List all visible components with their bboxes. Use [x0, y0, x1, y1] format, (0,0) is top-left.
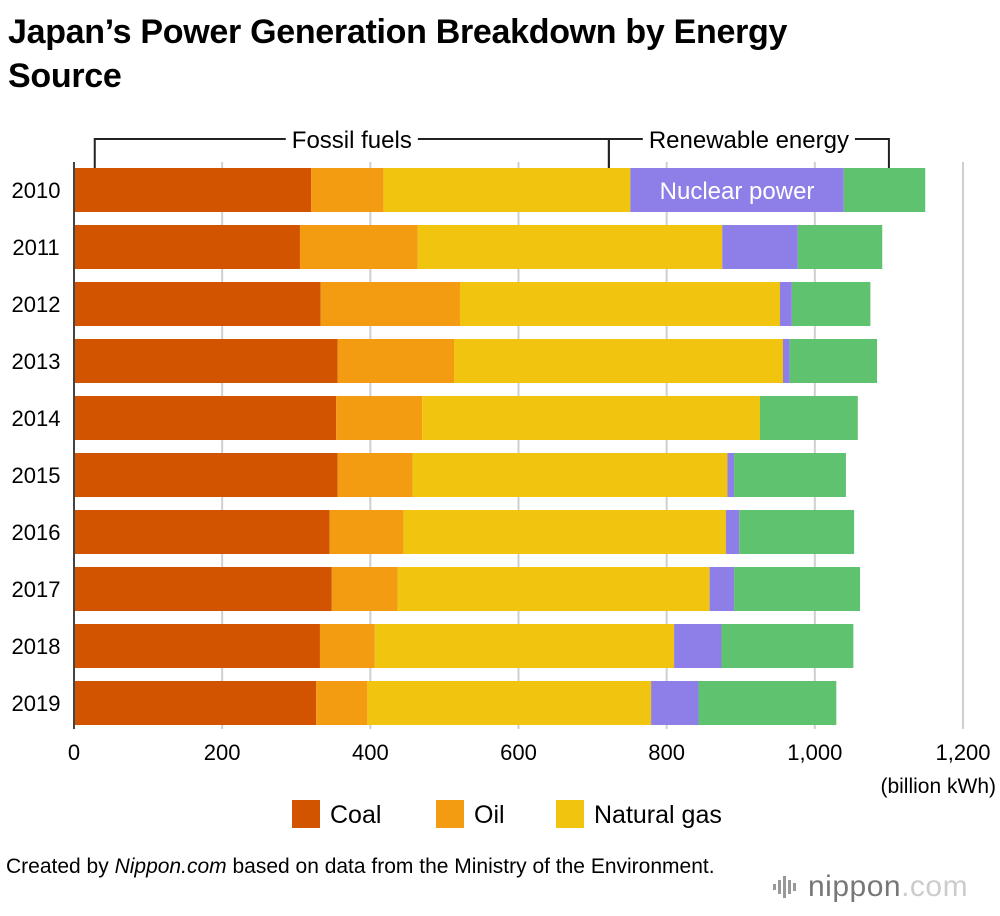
bar-natural-gas-2018 — [374, 624, 675, 668]
bar-coal-2019 — [74, 681, 317, 725]
bar-nuclear-power-2018 — [674, 624, 722, 668]
x-tick-label-600: 600 — [500, 740, 537, 765]
y-tick-label-2015: 2015 — [12, 463, 61, 488]
fossil-fuels-bracket: Fossil fuels — [93, 127, 610, 168]
legend-label-natural-gas: Natural gas — [594, 801, 722, 829]
bar-oil-2011 — [299, 225, 418, 269]
renewable-energy-bracket-line-right — [854, 138, 890, 168]
bar-coal-2013 — [74, 339, 338, 383]
bar-natural-gas-2012 — [459, 282, 781, 326]
bar-coal-2012 — [74, 282, 321, 326]
bar-renewable-energy-2017 — [734, 567, 861, 611]
renewable-energy-bracket-line-left — [607, 138, 643, 168]
x-tick-label-800: 800 — [648, 740, 685, 765]
bar-renewable-energy-2015 — [734, 453, 846, 497]
x-axis-label: (billion kWh) — [880, 775, 996, 798]
x-tick-label-1000: 1,000 — [787, 740, 842, 765]
bar-nuclear-power-2011 — [722, 225, 798, 269]
chart: 0 200 400 600 800 1,000 1,200 (billion kWh) 2010… — [12, 127, 996, 829]
bar-oil-2015 — [337, 453, 413, 497]
bar-renewable-energy-2012 — [791, 282, 871, 326]
bar-nuclear-power-2012 — [780, 282, 792, 326]
bar-oil-2018 — [319, 624, 375, 668]
bar-coal-2018 — [74, 624, 320, 668]
legend-swatch-oil — [436, 800, 464, 828]
fossil-fuels-bracket-line-right — [417, 138, 610, 168]
bar-coal-2015 — [74, 453, 338, 497]
legend: Coal Oil Natural gas — [292, 800, 722, 829]
bar-nuclear-power-2015 — [727, 453, 735, 497]
y-tick-label-2018: 2018 — [12, 634, 61, 659]
x-tick-label-1200: 1,200 — [935, 740, 990, 765]
logo-dot-com: .com — [901, 870, 969, 903]
nuclear-power-label: Nuclear power — [660, 178, 815, 205]
bar-oil-2014 — [336, 396, 423, 440]
bar-coal-2017 — [74, 567, 332, 611]
bar-renewable-energy-2014 — [760, 396, 858, 440]
x-tick-label-0: 0 — [68, 740, 80, 765]
fossil-fuels-bracket-line-left — [93, 138, 286, 168]
legend-swatch-coal — [292, 800, 320, 828]
bar-coal-2011 — [74, 225, 300, 269]
bar-renewable-energy-2016 — [739, 510, 855, 554]
bar-natural-gas-2010 — [383, 168, 631, 212]
bar-natural-gas-2014 — [422, 396, 761, 440]
bar-oil-2013 — [337, 339, 455, 383]
bar-natural-gas-2019 — [367, 681, 652, 725]
bar-oil-2012 — [320, 282, 460, 326]
bar-renewable-energy-2018 — [721, 624, 854, 668]
legend-label-oil: Oil — [474, 801, 505, 829]
bar-nuclear-power-2016 — [725, 510, 740, 554]
bar-natural-gas-2013 — [454, 339, 783, 383]
chart-title: Japan’s Power Generation Breakdown by En… — [8, 13, 788, 95]
legend-swatch-natural-gas — [556, 800, 584, 828]
source-name: Nippon.com — [114, 855, 227, 878]
bar-natural-gas-2017 — [397, 567, 710, 611]
renewable-energy-bracket-label: Renewable energy — [649, 127, 849, 154]
bar-natural-gas-2015 — [412, 453, 728, 497]
bar-renewable-energy-2010 — [843, 168, 926, 212]
nippon-logo: nippon .com — [772, 870, 968, 904]
bar-nuclear-power-2017 — [709, 567, 735, 611]
y-tick-label-2012: 2012 — [12, 292, 61, 317]
bar-natural-gas-2011 — [417, 225, 723, 269]
x-tick-label-200: 200 — [204, 740, 241, 765]
y-tick-label-2017: 2017 — [12, 577, 61, 602]
y-tick-label-2016: 2016 — [12, 520, 61, 545]
y-tick-label-2014: 2014 — [12, 406, 61, 431]
bar-renewable-energy-2013 — [789, 339, 878, 383]
axis-layer: 0 200 400 600 800 1,000 1,200 (billion kWh) 2010… — [12, 162, 996, 798]
legend-label-coal: Coal — [330, 801, 381, 829]
bar-oil-2019 — [316, 681, 368, 725]
bar-coal-2016 — [74, 510, 330, 554]
bar-oil-2016 — [329, 510, 404, 554]
source-suffix: based on data from the Ministry of the E… — [226, 855, 715, 878]
logo-text: nippon — [808, 870, 902, 903]
bar-nuclear-power-2013 — [782, 339, 790, 383]
source-prefix: Created by — [6, 855, 115, 878]
bar-oil-2017 — [331, 567, 398, 611]
fossil-fuels-bracket-label: Fossil fuels — [292, 127, 412, 154]
y-tick-label-2010: 2010 — [12, 178, 61, 203]
annotation-layer: Nuclear power Fossil fuels Renewable energ… — [93, 127, 890, 205]
bar-renewable-energy-2011 — [797, 225, 883, 269]
y-tick-label-2019: 2019 — [12, 691, 61, 716]
bar-coal-2010 — [74, 168, 312, 212]
bar-oil-2010 — [311, 168, 384, 212]
y-tick-label-2013: 2013 — [12, 349, 61, 374]
bar-renewable-energy-2019 — [698, 681, 837, 725]
bars-layer — [74, 168, 926, 725]
y-tick-label-2011: 2011 — [12, 235, 59, 260]
bar-nuclear-power-2019 — [651, 681, 699, 725]
sound-wave-icon — [773, 876, 796, 898]
bar-coal-2014 — [74, 396, 337, 440]
bar-nuclear-power-2010 — [630, 168, 844, 212]
renewable-energy-bracket: Renewable energy — [607, 127, 890, 168]
source-note: Created by Nippon.com based on data from… — [6, 853, 746, 880]
bar-natural-gas-2016 — [403, 510, 726, 554]
x-tick-label-400: 400 — [352, 740, 389, 765]
